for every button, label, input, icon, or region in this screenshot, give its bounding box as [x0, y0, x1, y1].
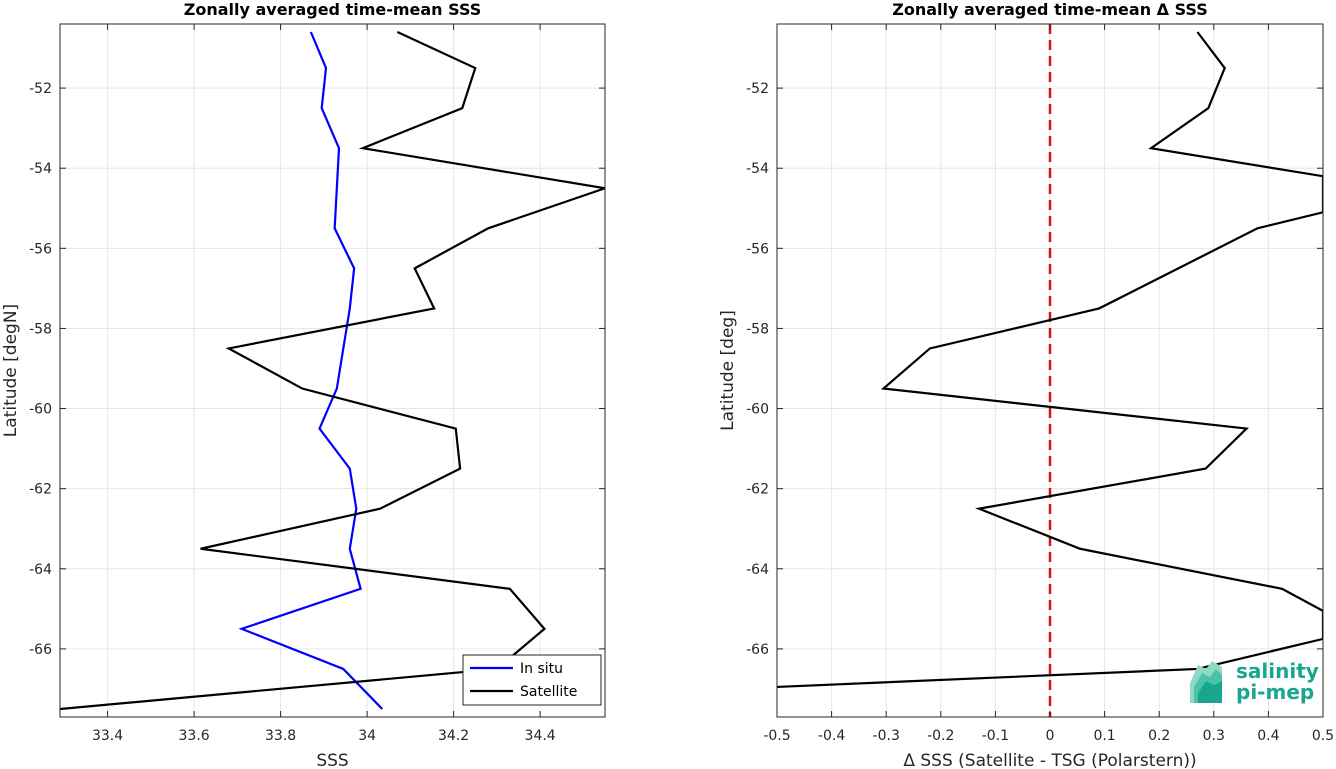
x-tick-label: 33.4: [92, 728, 123, 744]
y-tick-label: -60: [29, 402, 52, 418]
chart-title: Zonally averaged time-mean SSS: [184, 0, 482, 19]
series-line-0: [777, 31, 1323, 689]
y-tick-label: -62: [29, 482, 52, 498]
series-line-in-situ: [238, 31, 384, 710]
logo-line-2: pi-mep: [1236, 680, 1314, 704]
y-tick-label: -66: [29, 642, 52, 658]
x-tick-label: 0.2: [1148, 728, 1170, 744]
x-tick-label: -0.3: [873, 728, 900, 744]
y-tick-label: -54: [29, 161, 52, 177]
y-tick-label: -60: [746, 402, 769, 418]
y-axis-label: Latitude [degN]: [1, 304, 21, 437]
y-tick-label: -52: [746, 81, 769, 97]
x-tick-label: 33.8: [265, 728, 296, 744]
y-tick-label: -52: [29, 81, 52, 97]
x-tick-label: 0.5: [1312, 728, 1334, 744]
legend-label: In situ: [520, 661, 563, 677]
chart-title: Zonally averaged time-mean Δ SSS: [892, 0, 1208, 19]
y-axis-label: Latitude [deg]: [718, 310, 738, 431]
x-tick-label: 0: [1046, 728, 1055, 744]
y-tick-label: -62: [746, 482, 769, 498]
y-tick-label: -58: [746, 321, 769, 337]
y-tick-label: -56: [29, 241, 52, 257]
x-tick-label: -0.2: [927, 728, 954, 744]
x-tick-label: -0.1: [982, 728, 1009, 744]
y-tick-label: -56: [746, 241, 769, 257]
delta-sss-panel: -0.5 -0.4 -0.3 -0.2 -0.1 0 0.1 0.2 0.3 0.4 0.5 -52 -…: [718, 0, 1334, 769]
x-tick-label: 34: [358, 728, 376, 744]
x-tick-label: -0.4: [818, 728, 845, 744]
x-tick-label: 0.1: [1093, 728, 1115, 744]
logo-mark: [1190, 661, 1222, 703]
legend-label: Satellite: [520, 684, 577, 700]
x-tick-label: 34.4: [525, 728, 556, 744]
plot-area: [60, 24, 605, 717]
y-tick-label: -54: [746, 161, 769, 177]
axes-box: [59, 23, 606, 718]
x-axis-label: SSS: [316, 751, 348, 769]
y-tick-label: -58: [29, 321, 52, 337]
x-tick-label: 0.4: [1257, 728, 1279, 744]
series-line-satellite: [60, 31, 605, 711]
y-tick-label: -64: [746, 562, 769, 578]
y-tick-label: -64: [29, 562, 52, 578]
x-tick-label: -0.5: [763, 728, 790, 744]
x-tick-label: 33.6: [179, 728, 210, 744]
y-tick-label: -66: [746, 642, 769, 658]
logo-line-1: salinity: [1236, 659, 1319, 683]
x-tick-label: 34.2: [438, 728, 469, 744]
x-axis-label: Δ SSS (Satellite - TSG (Polarstern)): [903, 751, 1196, 769]
salinity-pi-mep-logo: salinity pi-mep: [1190, 659, 1319, 704]
sss-panel: 33.4 33.6 33.8 34 34.2 34.4 -52 -54 -56 -58 -60 -62…: [1, 0, 606, 769]
legend-box: [462, 654, 602, 706]
x-tick-label: 0.3: [1203, 728, 1225, 744]
